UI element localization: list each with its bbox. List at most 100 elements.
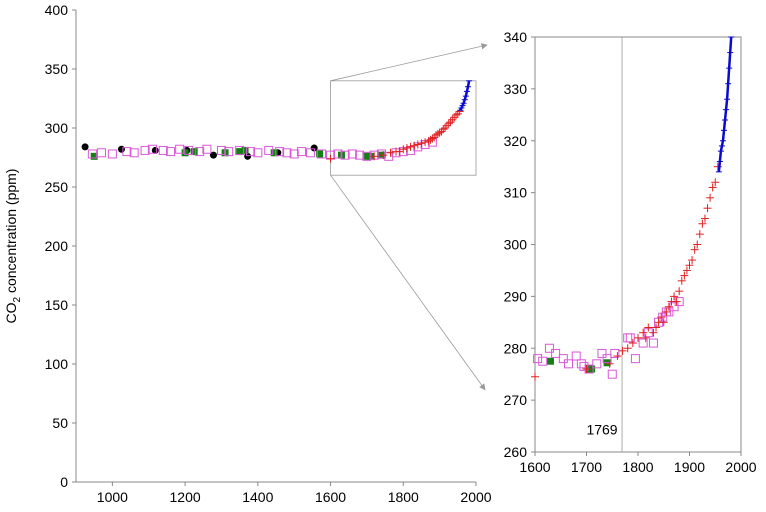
main-red-point bbox=[435, 128, 444, 137]
inset-magenta-point bbox=[571, 351, 581, 361]
main-red-point bbox=[386, 148, 395, 157]
inset-x-tick-label: 1700 bbox=[571, 459, 602, 475]
inset-y-ticks: 260 270 280 290 300 310 320 330 340 bbox=[504, 29, 535, 460]
main-y-tick-label: 300 bbox=[45, 120, 69, 136]
main-y-tick-label: 50 bbox=[52, 415, 68, 431]
inset-magenta-point bbox=[558, 354, 568, 364]
inset-red-point bbox=[618, 346, 627, 355]
inset-series bbox=[531, 36, 735, 381]
main-black-point bbox=[310, 144, 318, 152]
inset-red-point bbox=[664, 302, 673, 311]
inset-red-point bbox=[644, 323, 653, 332]
main-red-point bbox=[326, 154, 335, 163]
main-magenta-point bbox=[140, 145, 150, 155]
inset-x-tick-label: 1800 bbox=[622, 459, 653, 475]
inset-red-point bbox=[708, 183, 717, 192]
inset-magenta-point bbox=[579, 361, 589, 371]
main-magenta-point bbox=[202, 144, 212, 154]
inset-magenta-point bbox=[592, 359, 602, 369]
main-series bbox=[81, 80, 473, 163]
main-red-point bbox=[413, 140, 422, 149]
inset-red-point bbox=[682, 266, 691, 275]
inset-magenta-point bbox=[630, 354, 640, 364]
main-magenta-point bbox=[289, 149, 299, 159]
main-x-tick-label: 1600 bbox=[315, 489, 346, 505]
main-black-point bbox=[151, 146, 159, 154]
main-red-point bbox=[399, 145, 408, 154]
inset-red-point bbox=[582, 365, 591, 373]
connector-top bbox=[330, 43, 488, 82]
inset-red-point bbox=[675, 287, 684, 296]
main-y-tick-label: 0 bbox=[60, 474, 68, 490]
main-red-point bbox=[406, 142, 415, 151]
inset-green-point bbox=[588, 365, 596, 373]
main-magenta-point bbox=[166, 147, 176, 157]
main-red-point bbox=[452, 111, 460, 120]
main-magenta-point bbox=[147, 144, 157, 154]
main-red-point bbox=[428, 134, 437, 143]
inset-magenta-point bbox=[544, 343, 554, 353]
inset-red-point bbox=[695, 230, 704, 239]
main-red-point bbox=[417, 139, 426, 148]
inset-red-point bbox=[711, 178, 720, 187]
inset-panel: 1769 260 270 280 290 300 310 320 330 340 1600 170… bbox=[504, 29, 757, 475]
main-green-point bbox=[363, 152, 371, 160]
main-magenta-point bbox=[129, 148, 139, 158]
main-red-point bbox=[379, 151, 388, 160]
inset-magenta-point bbox=[597, 348, 607, 358]
main-magenta-point bbox=[216, 145, 226, 155]
main-red-point bbox=[439, 125, 448, 134]
main-green-point bbox=[236, 148, 244, 156]
inset-red-point bbox=[652, 323, 661, 332]
inset-red-point bbox=[639, 328, 648, 337]
inset-red-point bbox=[685, 261, 694, 270]
y-title-main: CO bbox=[3, 302, 19, 323]
inset-magenta-point bbox=[576, 359, 586, 369]
y-title-subscript: 2 bbox=[12, 296, 23, 302]
main-magenta-point bbox=[306, 148, 316, 158]
inset-magenta-point bbox=[638, 338, 648, 348]
main-magenta-point bbox=[296, 147, 306, 157]
inset-magenta-point bbox=[602, 354, 612, 364]
inset-red-point bbox=[677, 276, 686, 285]
main-green-point bbox=[316, 150, 324, 158]
inset-red-point bbox=[657, 313, 666, 322]
main-y-tick-label: 200 bbox=[45, 238, 69, 254]
main-y-axis-title: CO2 concentration (ppm) bbox=[3, 169, 23, 324]
inset-magenta-point bbox=[607, 369, 617, 379]
main-magenta-point bbox=[282, 148, 292, 158]
main-x-ticks: 1000 1200 1400 1600 1800 2000 bbox=[97, 482, 492, 505]
inset-y-tick-label: 280 bbox=[504, 340, 528, 356]
main-black-point bbox=[244, 152, 252, 160]
main-magenta-point bbox=[224, 147, 234, 157]
connector-bottom bbox=[330, 174, 486, 391]
inset-magenta-point bbox=[538, 356, 548, 366]
main-magenta-point bbox=[96, 148, 106, 158]
main-black-point bbox=[117, 145, 125, 153]
main-magenta-point bbox=[355, 150, 365, 160]
inset-y-tick-label: 330 bbox=[504, 81, 528, 97]
inset-x-tick-label: 1600 bbox=[519, 459, 550, 475]
main-magenta-point bbox=[340, 150, 350, 160]
inset-magenta-point bbox=[563, 359, 573, 369]
main-y-tick-label: 150 bbox=[45, 297, 69, 313]
inset-red-point bbox=[623, 344, 632, 353]
main-magenta-point bbox=[376, 149, 386, 159]
inset-red-point bbox=[628, 339, 637, 348]
inset-y-tick-label: 300 bbox=[504, 237, 528, 253]
inset-red-point bbox=[531, 372, 539, 381]
main-green-point bbox=[90, 152, 98, 160]
main-y-tick-label: 350 bbox=[45, 61, 69, 77]
inset-y-tick-label: 290 bbox=[504, 288, 528, 304]
main-magenta-point bbox=[333, 149, 343, 159]
inset-red-point bbox=[672, 297, 681, 306]
main-magenta-point bbox=[107, 149, 117, 159]
inset-y-tick-label: 260 bbox=[504, 444, 528, 460]
main-red-point bbox=[402, 144, 411, 153]
inset-frame bbox=[534, 36, 742, 453]
main-x-tick-label: 1200 bbox=[170, 489, 201, 505]
main-magenta-point bbox=[175, 144, 185, 154]
inset-y-tick-label: 340 bbox=[504, 29, 528, 45]
main-x-tick-label: 1400 bbox=[242, 489, 273, 505]
